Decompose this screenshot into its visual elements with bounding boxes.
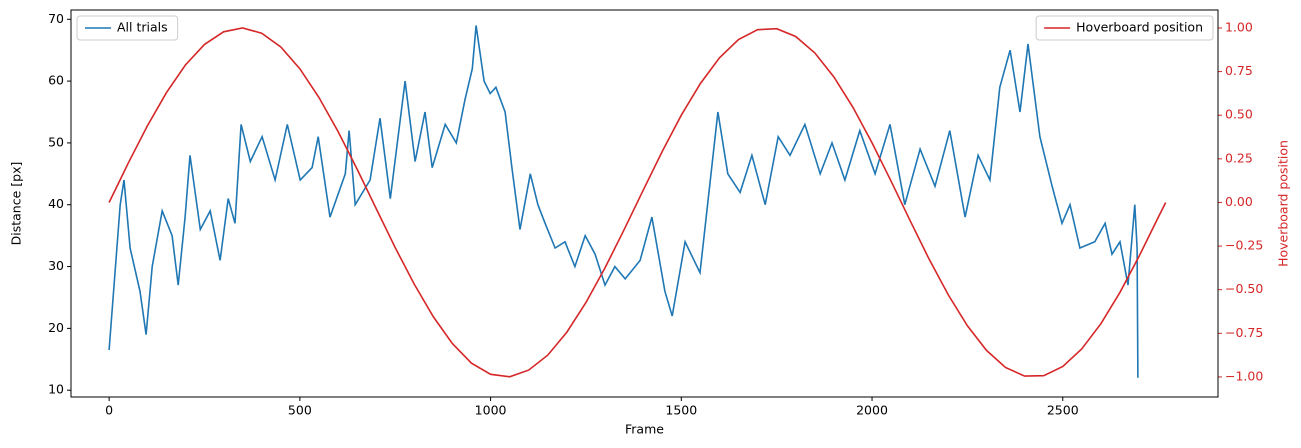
y2-axis: −1.00 −0.75 −0.50 −0.25 0.00 0.25 0.50 0.75 1.00 (1218, 19, 1263, 383)
legend-label: Hoverboard position (1076, 20, 1203, 35)
plot-frame (70, 9, 1219, 398)
y2-tick-label: 0.50 (1225, 107, 1253, 122)
y-tick-label: 50 (48, 134, 64, 149)
y-tick-label: 20 (48, 320, 64, 335)
y2-tick-label: 0.25 (1225, 150, 1253, 165)
legend-box (76, 15, 179, 41)
legend-label: All trials (117, 20, 168, 35)
x-axis-label: Frame (625, 422, 664, 437)
y2-axis-label: Hoverboard position (1276, 140, 1291, 267)
y2-tick-label: −1.00 (1225, 368, 1263, 383)
x-tick-label: 500 (288, 403, 312, 418)
x-tick-label: 1000 (475, 403, 507, 418)
y-axis-label: Distance [px] (9, 162, 24, 246)
y2-tick-label: 1.00 (1225, 19, 1253, 34)
legend: Hoverboard position (1035, 15, 1214, 41)
y2-tick-label: −0.50 (1225, 281, 1263, 296)
x-tick-label: 0 (105, 403, 113, 418)
y2-tick-label: 0.00 (1225, 194, 1253, 209)
x-tick-label: 1500 (665, 403, 697, 418)
x-tick-label: 2500 (1047, 403, 1079, 418)
y-tick-label: 40 (48, 196, 64, 211)
x-tick-label: 2000 (856, 403, 888, 418)
legend: All trials (76, 15, 179, 41)
data-line (108, 25, 1139, 378)
y-tick-label: 70 (48, 11, 64, 26)
y2-tick-label: −0.75 (1225, 325, 1263, 340)
y2-tick-label: −0.25 (1225, 238, 1263, 253)
y-tick-label: 30 (48, 258, 64, 273)
y-tick-label: 60 (48, 73, 64, 88)
y-tick-label: 10 (48, 382, 64, 397)
y2-tick-label: 0.75 (1225, 63, 1253, 78)
legend-box (1035, 15, 1214, 41)
data-line (108, 27, 1167, 378)
